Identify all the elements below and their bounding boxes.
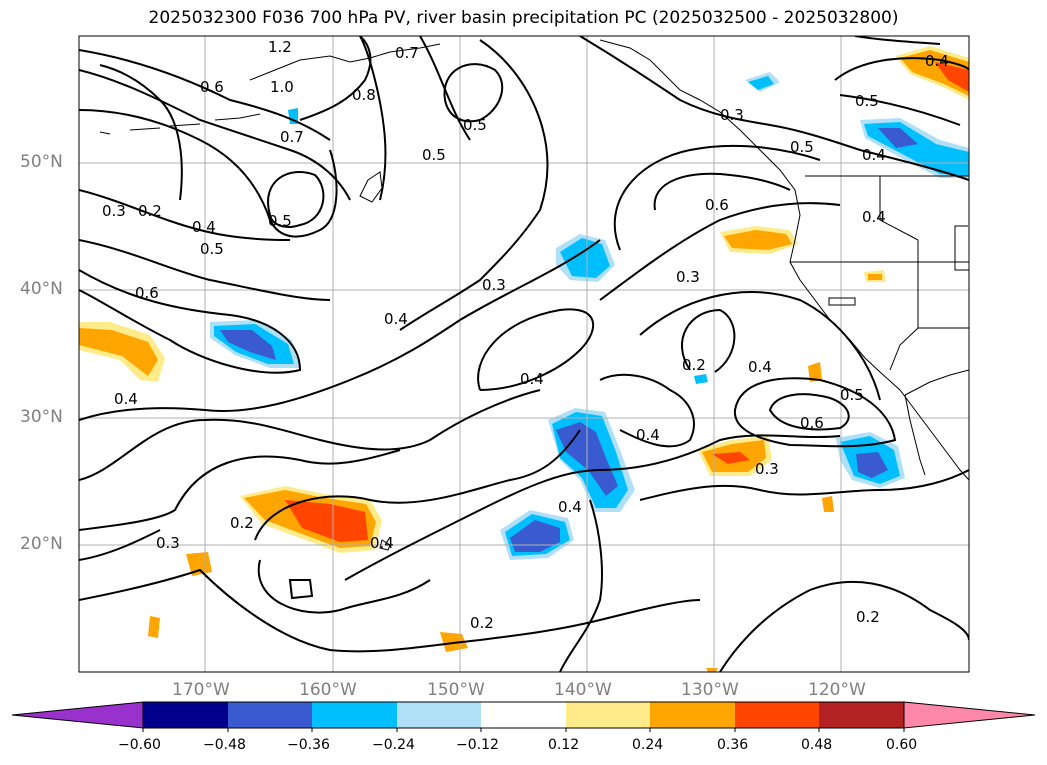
colorbar-segment <box>481 702 566 728</box>
contour-label: 0.3 <box>720 106 744 124</box>
colorbar-extend-high <box>903 701 1036 729</box>
contour-label: 0.4 <box>370 534 394 552</box>
contour-label: 0.5 <box>790 138 814 156</box>
contour-label: 0.2 <box>470 614 494 632</box>
contour-label: 1.0 <box>270 78 294 96</box>
contour-label: 0.3 <box>156 534 180 552</box>
contour-label: 0.4 <box>862 146 886 164</box>
contour-label: 0.4 <box>925 52 949 70</box>
contour-label: 0.5 <box>840 386 864 404</box>
lat-label-20n: 20°N <box>20 534 63 554</box>
colorbar-tick: 0.36 <box>717 737 749 753</box>
contour-label: 0.5 <box>855 92 879 110</box>
contour-label: 1.2 <box>268 38 292 56</box>
contour-label: 0.7 <box>280 128 304 146</box>
colorbar-segment <box>735 702 819 728</box>
colorbar-extend-low <box>11 701 144 729</box>
contour-label: 0.6 <box>135 284 159 302</box>
colorbar-tick: −0.12 <box>456 737 499 753</box>
lat-label-50n: 50°N <box>20 152 63 172</box>
contour-label: 0.3 <box>676 268 700 286</box>
pv-contours <box>79 36 969 672</box>
lat-label-40n: 40°N <box>20 279 63 299</box>
colorbar-segment <box>143 702 228 728</box>
contour-label: 0.4 <box>114 390 138 408</box>
contour-label: 0.2 <box>682 356 706 374</box>
contour-labels: 1.2 0.7 1.0 0.6 0.8 0.7 0.5 0.5 0.3 0.2 … <box>102 38 949 632</box>
contour-label: 0.3 <box>482 276 506 294</box>
lon-label-150w: 150°W <box>427 680 485 700</box>
contour-label: 0.2 <box>230 514 254 532</box>
coastlines <box>99 39 969 551</box>
colorbar-segment <box>228 702 312 728</box>
colorbar-segment <box>819 702 904 728</box>
contour-label: 0.2 <box>856 608 880 626</box>
colorbar-tick: −0.36 <box>287 737 330 753</box>
contour-label: 0.2 <box>138 202 162 220</box>
contour-label: 0.6 <box>200 78 224 96</box>
colorbar-segment <box>312 702 397 728</box>
lat-label-30n: 30°N <box>20 407 63 427</box>
lon-label-130w: 130°W <box>681 680 739 700</box>
colorbar <box>11 701 1036 732</box>
map-title: 2025032300 F036 700 hPa PV, river basin … <box>148 8 899 28</box>
gridlines <box>79 36 969 672</box>
contour-label: 0.8 <box>352 86 376 104</box>
colorbar-tick: −0.48 <box>203 737 246 753</box>
contour-label: 0.5 <box>268 212 292 230</box>
contour-label: 0.4 <box>192 218 216 236</box>
lon-label-160w: 160°W <box>299 680 357 700</box>
contour-label: 0.4 <box>748 358 772 376</box>
precip-shading <box>79 46 969 672</box>
contour-label: 0.5 <box>200 240 224 258</box>
colorbar-segment <box>397 702 481 728</box>
contour-label: 0.4 <box>636 426 660 444</box>
contour-label: 0.6 <box>705 196 729 214</box>
contour-label: 0.4 <box>384 310 408 328</box>
contour-label: 0.4 <box>558 498 582 516</box>
contour-label: 0.7 <box>395 44 419 62</box>
contour-label: 0.4 <box>520 370 544 388</box>
lon-label-170w: 170°W <box>172 680 230 700</box>
contour-label: 0.5 <box>422 146 446 164</box>
colorbar-tick: 0.24 <box>632 737 664 753</box>
contour-label: 0.5 <box>463 116 487 134</box>
colorbar-segment <box>650 702 735 728</box>
colorbar-segment <box>566 702 650 728</box>
colorbar-tick: 0.48 <box>801 737 833 753</box>
colorbar-tick: −0.24 <box>372 737 415 753</box>
map-frame <box>78 35 970 673</box>
colorbar-tick: 0.12 <box>548 737 580 753</box>
contour-label: 0.6 <box>800 414 824 432</box>
colorbar-tick: 0.60 <box>886 737 918 753</box>
contour-label: 0.4 <box>862 208 886 226</box>
lon-label-140w: 140°W <box>554 680 612 700</box>
colorbar-tick: −0.60 <box>118 737 161 753</box>
contour-label: 0.3 <box>102 202 126 220</box>
contour-label: 0.3 <box>755 460 779 478</box>
lon-label-120w: 120°W <box>808 680 866 700</box>
